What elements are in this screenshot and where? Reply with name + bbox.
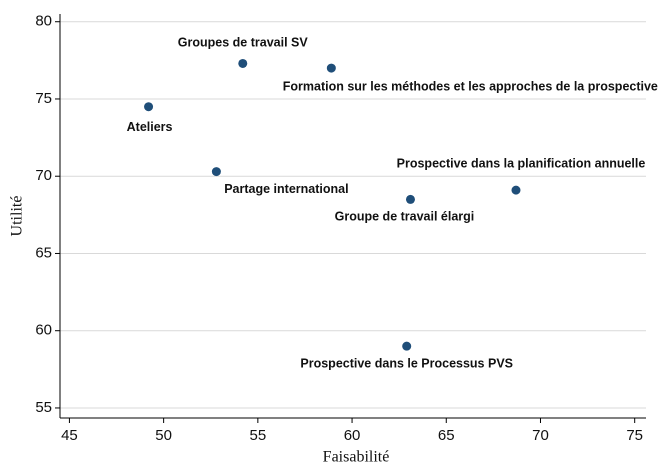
point bbox=[211, 167, 221, 177]
point bbox=[238, 58, 248, 68]
point-label: Groupes de travail SV bbox=[178, 36, 309, 50]
point-label: Groupe de travail élargi bbox=[335, 210, 475, 224]
x-axis-title: Faisabilité bbox=[323, 449, 390, 466]
x-tick-label: 60 bbox=[344, 427, 361, 444]
point bbox=[405, 194, 415, 204]
point bbox=[326, 63, 336, 73]
y-tick-label: 65 bbox=[35, 244, 52, 261]
point-label: Prospective dans le Processus PVS bbox=[300, 356, 513, 370]
point bbox=[511, 185, 521, 195]
y-tick-label: 80 bbox=[35, 13, 52, 30]
point-label: Formation sur les méthodes et les approc… bbox=[283, 79, 658, 93]
point-label: Partage international bbox=[224, 182, 348, 196]
point bbox=[402, 341, 412, 351]
y-tick-label: 55 bbox=[35, 399, 52, 416]
point bbox=[144, 102, 154, 112]
y-tick-label: 60 bbox=[35, 322, 52, 339]
y-axis-title: Utilité bbox=[9, 196, 26, 237]
x-tick-label: 55 bbox=[250, 427, 267, 444]
y-tick-label: 70 bbox=[35, 167, 52, 184]
x-tick-label: 75 bbox=[626, 427, 643, 444]
x-tick-label: 50 bbox=[155, 427, 172, 444]
x-tick-label: 65 bbox=[438, 427, 455, 444]
x-tick-label: 45 bbox=[61, 427, 78, 444]
point-label: Ateliers bbox=[127, 120, 173, 134]
x-tick-label: 70 bbox=[532, 427, 549, 444]
point-label: Prospective dans la planification annuel… bbox=[397, 156, 646, 170]
y-tick-label: 75 bbox=[35, 90, 52, 107]
